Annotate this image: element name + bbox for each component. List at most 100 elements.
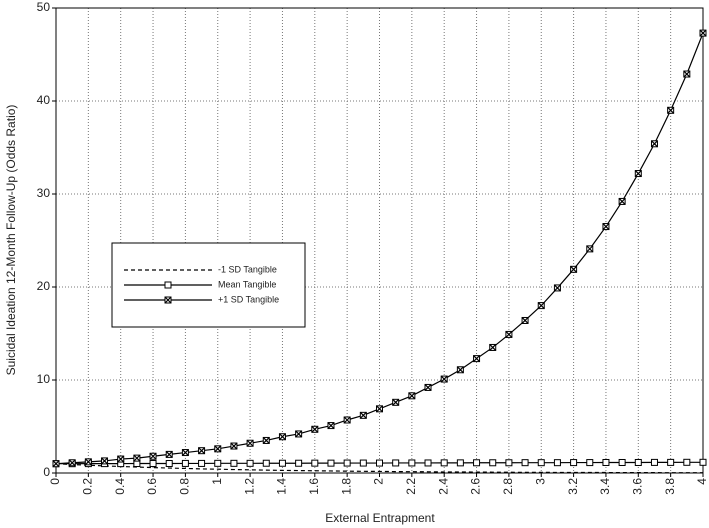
marker xyxy=(618,197,626,205)
legend-text: +1 SD Tangible xyxy=(218,294,279,304)
marker xyxy=(456,459,464,467)
marker xyxy=(295,459,303,467)
marker xyxy=(650,140,658,148)
marker-box xyxy=(456,459,464,467)
marker xyxy=(230,459,238,467)
marker-box xyxy=(618,458,626,466)
marker xyxy=(473,355,481,363)
x-tick-label: 3.4 xyxy=(598,478,612,495)
marker xyxy=(181,449,189,457)
marker-box xyxy=(278,459,286,467)
marker xyxy=(489,343,497,351)
marker xyxy=(683,458,691,466)
marker xyxy=(165,460,173,468)
marker xyxy=(456,366,464,374)
marker-cross xyxy=(683,70,691,78)
x-tick-label: 3.6 xyxy=(630,478,644,495)
marker xyxy=(214,445,222,453)
marker-box xyxy=(392,459,400,467)
marker-cross xyxy=(165,450,173,458)
marker-box xyxy=(440,459,448,467)
x-axis-label: External Entrapment xyxy=(325,511,435,525)
marker xyxy=(521,316,529,324)
marker-cross xyxy=(537,302,545,310)
marker xyxy=(408,459,416,467)
marker-cross xyxy=(667,106,675,114)
marker-box xyxy=(667,458,675,466)
marker-cross xyxy=(408,392,416,400)
marker xyxy=(84,458,92,466)
marker-box xyxy=(634,458,642,466)
marker xyxy=(246,439,254,447)
marker xyxy=(68,459,76,467)
marker-cross xyxy=(133,454,141,462)
x-tick-label: 3.8 xyxy=(663,478,677,495)
marker xyxy=(570,265,578,273)
marker xyxy=(392,398,400,406)
marker xyxy=(553,284,561,292)
marker xyxy=(424,459,432,467)
marker-box xyxy=(650,458,658,466)
x-tick-label: 2.2 xyxy=(404,478,418,495)
marker-cross xyxy=(164,296,172,304)
marker-box xyxy=(327,459,335,467)
marker xyxy=(699,29,707,37)
marker xyxy=(376,459,383,467)
marker xyxy=(198,447,206,455)
marker xyxy=(52,460,60,468)
marker xyxy=(327,422,335,430)
y-axis-label: Suicidal Ideation 12-Month Follow-Up (Od… xyxy=(4,105,18,376)
marker xyxy=(295,430,303,438)
marker-cross xyxy=(473,355,480,363)
marker-box xyxy=(359,459,367,467)
marker xyxy=(553,459,561,467)
plot-frame xyxy=(55,7,704,474)
marker xyxy=(343,459,351,467)
marker-cross xyxy=(554,284,561,292)
marker xyxy=(537,302,545,310)
marker xyxy=(650,458,658,466)
marker xyxy=(634,170,642,178)
marker xyxy=(359,411,367,419)
marker-box xyxy=(376,459,383,467)
marker xyxy=(586,245,594,253)
marker-cross xyxy=(570,265,578,273)
marker xyxy=(570,459,578,467)
x-tick-label: 4 xyxy=(695,478,709,485)
marker xyxy=(424,383,432,391)
marker-cross xyxy=(311,425,319,433)
marker xyxy=(667,458,675,466)
marker xyxy=(359,459,367,467)
marker xyxy=(262,436,270,444)
marker xyxy=(521,459,529,467)
x-tick-label: 0.6 xyxy=(145,478,159,495)
marker xyxy=(230,442,238,450)
marker xyxy=(214,459,222,467)
marker-box xyxy=(553,459,561,467)
marker-cross xyxy=(198,447,205,455)
marker-cross xyxy=(634,170,642,177)
marker-cross xyxy=(117,455,125,463)
marker-cross xyxy=(521,317,529,324)
marker-box xyxy=(602,458,610,466)
marker-box xyxy=(473,459,481,467)
marker-cross xyxy=(343,416,351,424)
y-tick-label: 30 xyxy=(37,186,51,200)
marker xyxy=(505,330,513,338)
marker-cross xyxy=(101,457,108,465)
marker-box xyxy=(489,459,497,467)
marker-box xyxy=(683,458,691,466)
x-tick-label: 0.8 xyxy=(178,478,192,495)
marker-cross xyxy=(279,433,286,441)
marker-box xyxy=(408,459,416,467)
x-tick-label: 1.6 xyxy=(307,478,321,495)
marker-box xyxy=(214,459,222,467)
x-tick-label: 1.2 xyxy=(242,478,256,495)
marker xyxy=(133,454,141,462)
marker xyxy=(683,70,691,78)
marker-cross xyxy=(651,140,658,148)
marker xyxy=(376,405,383,413)
marker-cross xyxy=(149,452,157,460)
marker-cross xyxy=(618,198,626,205)
